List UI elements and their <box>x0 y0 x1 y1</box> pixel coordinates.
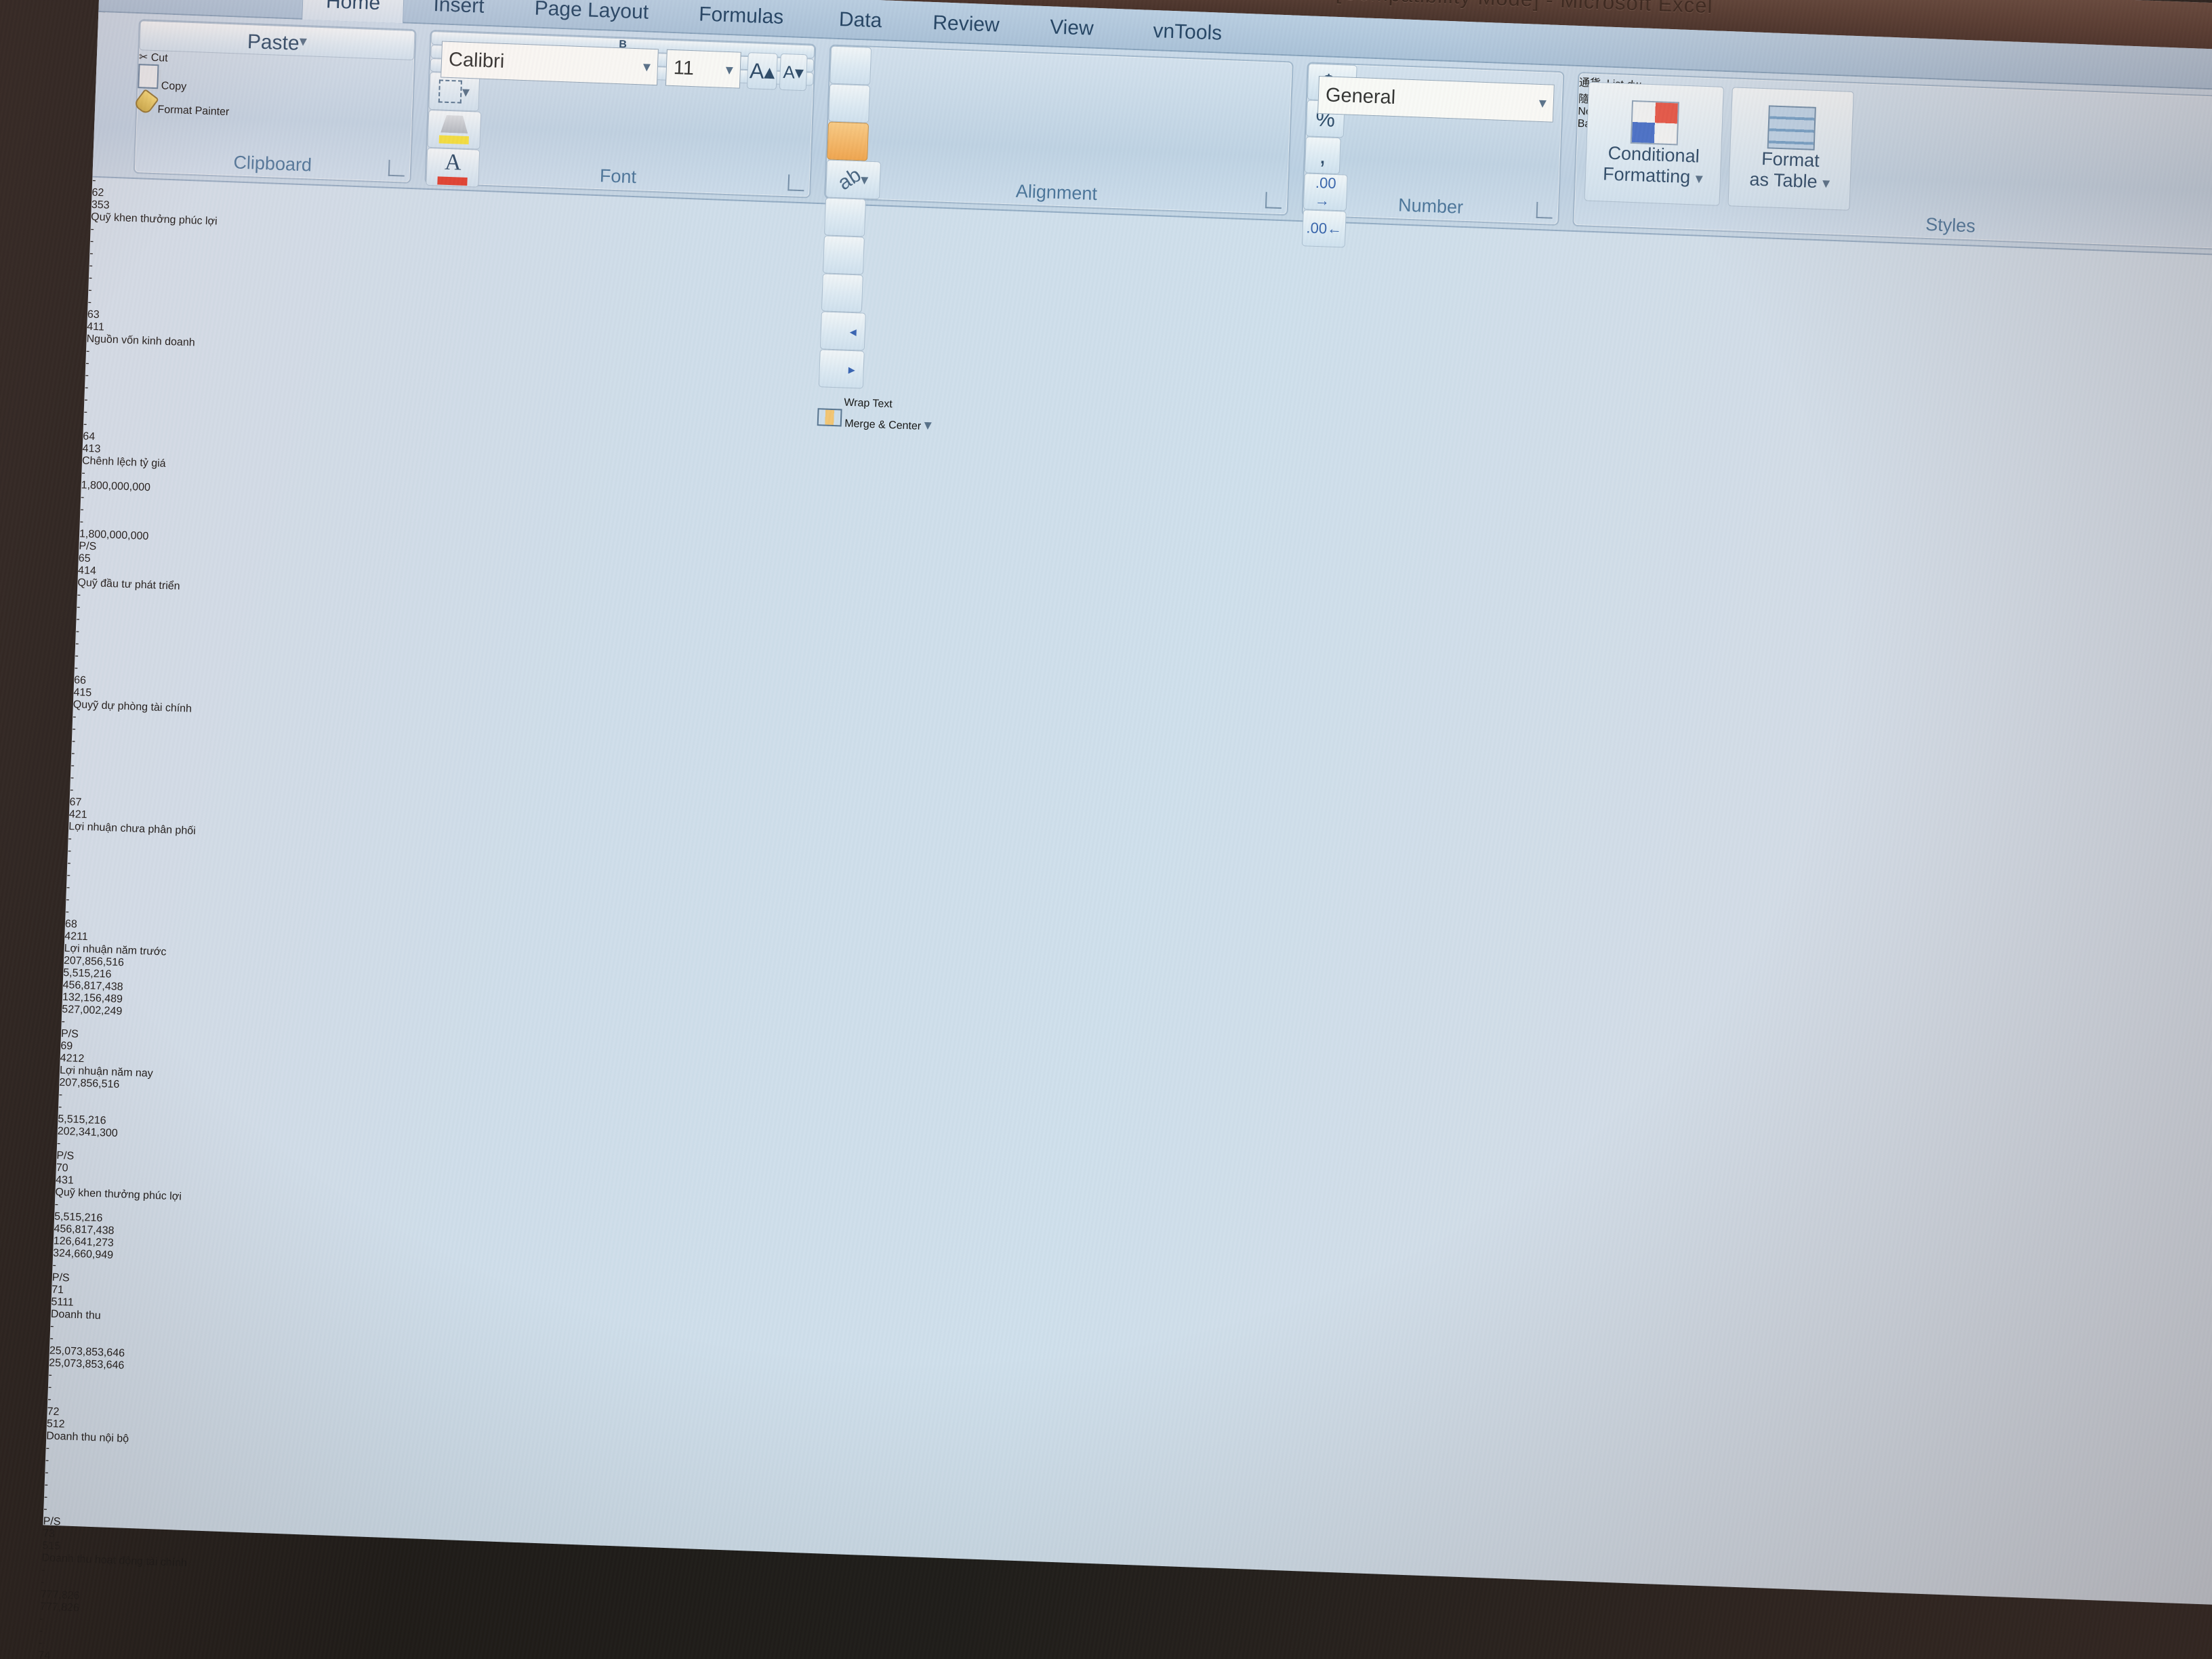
clipboard-dialog-launcher[interactable] <box>388 159 405 177</box>
group-clipboard: Paste ▾ ✂ Cut Copy Format Painter Clipbo… <box>133 19 417 184</box>
align-center-button[interactable] <box>822 235 865 275</box>
format-as-table-icon <box>1767 105 1816 150</box>
chevron-down-icon: ▾ <box>1538 94 1547 112</box>
chevron-down-icon: ▾ <box>924 415 933 434</box>
format-painter-icon <box>133 88 159 116</box>
alignment-dialog-launcher[interactable] <box>1265 192 1282 209</box>
conditional-formatting-button[interactable]: Conditional Formatting ▾ <box>1584 81 1724 206</box>
grow-font-button[interactable]: A▴ <box>746 52 778 90</box>
tab-review[interactable]: Review <box>932 12 1000 37</box>
copy-icon <box>138 64 159 89</box>
borders-icon <box>438 79 463 104</box>
increase-indent-button[interactable]: ▸ <box>818 349 865 389</box>
format-as-table-button[interactable]: Format as Table ▾ <box>1727 87 1854 211</box>
align-left-button[interactable] <box>823 197 866 237</box>
group-styles: Conditional Formatting ▾ Format as Table… <box>1572 71 2212 254</box>
comma-button[interactable]: , <box>1304 136 1341 175</box>
top-align-button[interactable] <box>830 45 872 85</box>
monitor-screen: sinh 2016.xls [Compatibility Mode] - Mic… <box>38 0 2212 1659</box>
fill-color-icon <box>441 115 468 134</box>
tab-vntools[interactable]: vnTools <box>1152 19 1223 45</box>
font-dialog-launcher[interactable] <box>787 174 805 192</box>
bottom-align-button[interactable] <box>827 121 869 161</box>
group-number: General▾ $▾ % , .00→ .00← Number <box>1301 62 1565 248</box>
conditional-formatting-icon <box>1630 100 1680 146</box>
align-right-button[interactable] <box>821 273 863 313</box>
group-label-clipboard: Clipboard <box>232 152 312 176</box>
group-font: Calibri▾ 11▾ A▴ A▾ B I U ▾ <box>424 29 817 199</box>
decrease-indent-button[interactable]: ◂ <box>819 311 866 351</box>
paste-dropdown-arrow[interactable]: ▾ <box>299 32 308 50</box>
group-alignment: ab ▾ ◂ ▸ Wrap Text Merge & Center ▾ <box>817 44 1294 433</box>
chevron-down-icon: ▾ <box>725 60 734 79</box>
tab-data[interactable]: Data <box>838 7 882 33</box>
tab-formulas[interactable]: Formulas <box>698 3 784 28</box>
chevron-down-icon: ▾ <box>642 58 651 75</box>
wrap-text-icon <box>818 387 842 405</box>
middle-align-button[interactable] <box>828 83 871 123</box>
merge-center-icon <box>817 408 842 427</box>
fill-color-button[interactable] <box>427 109 482 150</box>
number-dialog-launcher[interactable] <box>1536 201 1553 219</box>
font-size-combo[interactable]: 11 ▾ <box>665 49 741 89</box>
scissors-icon: ✂ <box>138 50 148 64</box>
tab-view[interactable]: View <box>1049 16 1094 40</box>
tab-insert[interactable]: Insert <box>432 0 485 18</box>
shrink-font-button[interactable]: A▾ <box>779 53 808 91</box>
decrease-decimal-button[interactable]: .00← <box>1301 209 1347 248</box>
